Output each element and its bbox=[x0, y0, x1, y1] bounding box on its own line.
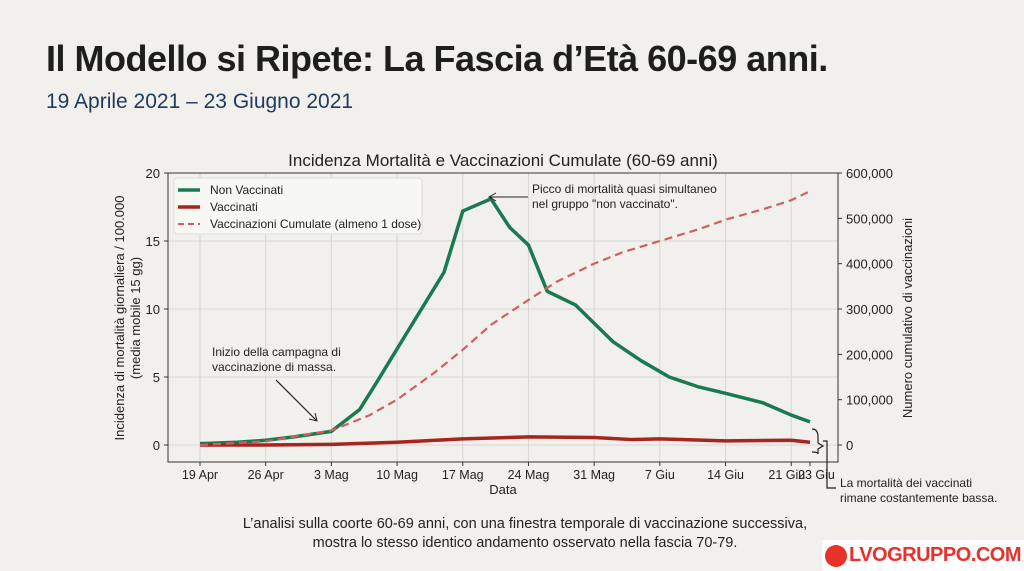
annotation-vaccinated-low: La mortalità dei vaccinati bbox=[840, 476, 972, 490]
x-tick-label: 19 Apr bbox=[182, 468, 218, 482]
annotation-vaccinated-low: rimane costantemente bassa. bbox=[840, 491, 997, 505]
x-tick-label: 23 Giu bbox=[798, 468, 835, 482]
series-line-vaccinati bbox=[200, 435, 811, 447]
x-tick-label: 14 Giu bbox=[707, 468, 744, 482]
annotation-peak: nel gruppo "non vaccinato". bbox=[532, 197, 678, 211]
caption-line-2: mostra lo stesso identico andamento osse… bbox=[312, 535, 738, 551]
arrow-head-icon bbox=[487, 192, 497, 202]
series-line-vaccinazioni-cumulate-almeno-1-dose- bbox=[199, 190, 811, 447]
y-tick-label: 10 bbox=[146, 302, 160, 317]
x-tick-label: 3 Mag bbox=[314, 468, 349, 482]
x-tick-label: 24 Mag bbox=[508, 468, 550, 482]
caption: L’analisi sulla coorte 60-69 anni, con u… bbox=[240, 515, 810, 553]
y-tick-label: 20 bbox=[146, 166, 160, 181]
chart-title: Incidenza Mortalità e Vaccinazioni Cumul… bbox=[288, 151, 718, 170]
bracket-icon bbox=[811, 428, 825, 455]
annotation-arrow bbox=[275, 379, 317, 421]
y-tick-label: 5 bbox=[153, 370, 160, 385]
x-tick-label: 17 Mag bbox=[442, 468, 484, 482]
y2-tick-label: 100,000 bbox=[846, 393, 893, 408]
y2-tick-label: 300,000 bbox=[846, 302, 893, 317]
plot-frame bbox=[167, 172, 839, 463]
x-tick-label: 7 Giu bbox=[645, 468, 675, 482]
y2-tick-label: 200,000 bbox=[846, 347, 893, 362]
annotation-campaign: Inizio della campagna di bbox=[212, 345, 341, 359]
y-tick-label: 15 bbox=[146, 234, 160, 249]
annotation-campaign: vaccinazione di massa. bbox=[212, 360, 336, 374]
arrow-head-icon bbox=[308, 412, 318, 422]
y-axis-label: Incidenza di mortalità giornaliera / 100… bbox=[112, 196, 127, 441]
x-axis-label: Data bbox=[489, 482, 517, 497]
series-line-non-vaccinati bbox=[199, 197, 811, 446]
legend-label: Non Vaccinati bbox=[210, 183, 283, 197]
y-tick-label: 0 bbox=[153, 438, 160, 453]
x-tick-label: 26 Apr bbox=[248, 468, 284, 482]
page-subtitle: 19 Aprile 2021 – 23 Giugno 2021 bbox=[46, 90, 354, 113]
annotation-connector bbox=[823, 440, 836, 489]
logo[interactable]: LVOGRUPPO.COM bbox=[822, 540, 1024, 571]
y2-tick-label: 0 bbox=[846, 438, 853, 453]
annotation-peak: Picco di mortalità quasi simultaneo bbox=[532, 182, 717, 196]
x-tick-label: 31 Mag bbox=[573, 468, 615, 482]
legend-label: Vaccinati bbox=[210, 200, 258, 214]
legend-box bbox=[173, 177, 423, 235]
x-tick-label: 10 Mag bbox=[376, 468, 418, 482]
page-title: Il Modello si Ripete: La Fascia d’Età 60… bbox=[46, 38, 828, 79]
y2-tick-label: 600,000 bbox=[846, 166, 893, 181]
y2-tick-label: 400,000 bbox=[846, 257, 893, 272]
logo-text: LVOGRUPPO.COM bbox=[848, 544, 1022, 566]
logo-icon bbox=[824, 544, 847, 567]
y2-tick-label: 500,000 bbox=[846, 211, 893, 226]
legend-label: Vaccinazioni Cumulate (almeno 1 dose) bbox=[210, 217, 421, 231]
x-tick-label: 21 Giu bbox=[768, 468, 805, 482]
y2-axis-label: Numero cumulativo di vaccinazioni bbox=[900, 218, 915, 418]
caption-line-1: L’analisi sulla coorte 60-69 anni, con u… bbox=[242, 516, 808, 532]
y-axis-label: (media mobile 15 gg) bbox=[128, 257, 143, 379]
